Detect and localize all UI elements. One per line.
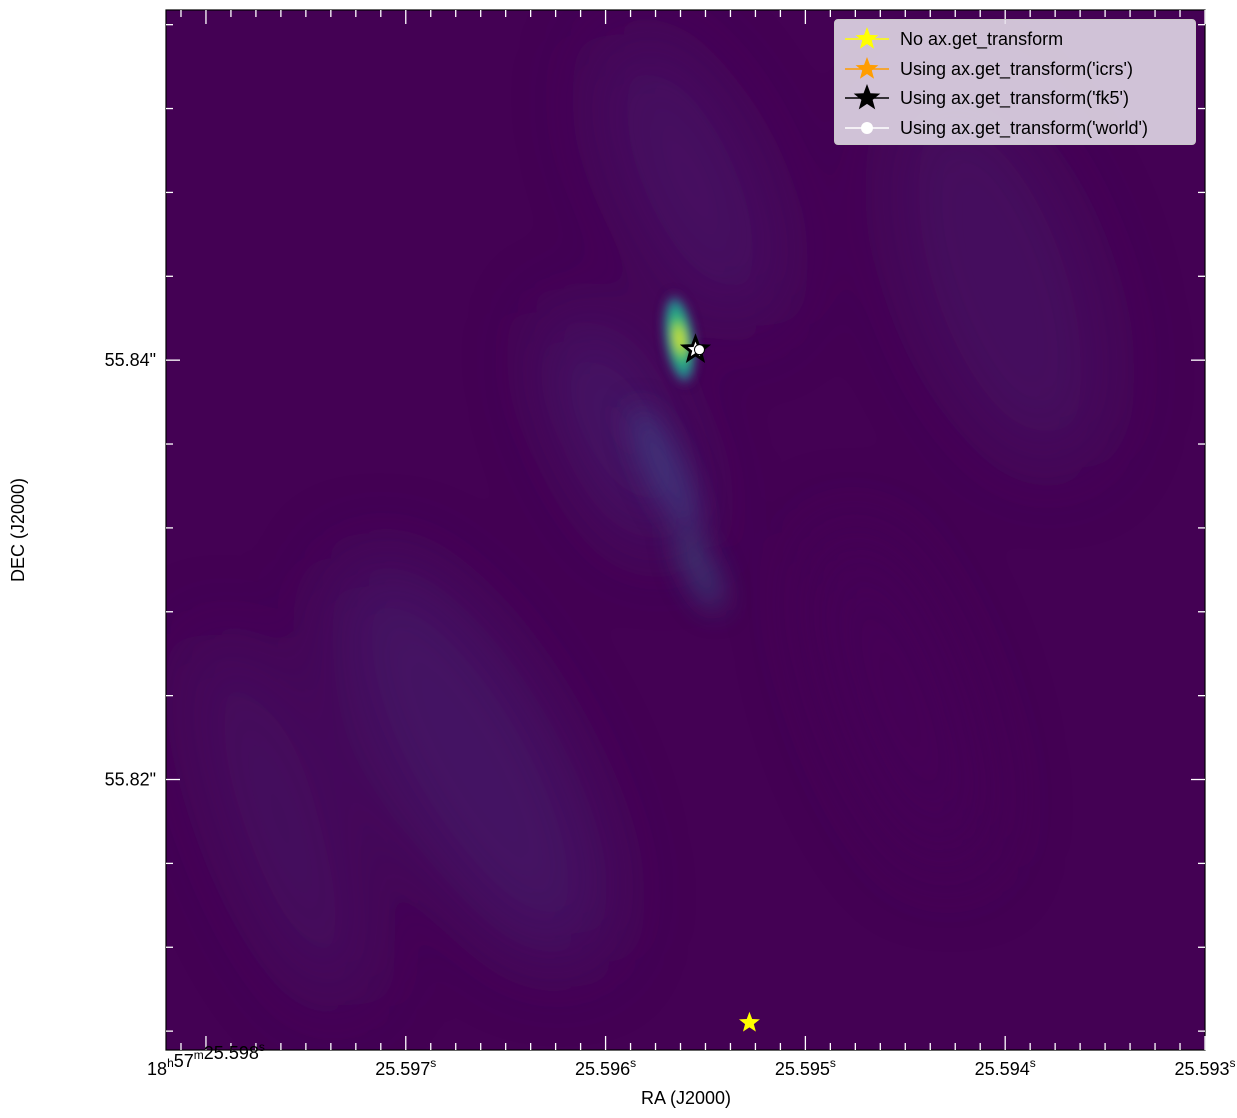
legend-label: Using ax.get_transform('fk5'): [900, 88, 1129, 108]
legend: No ax.get_transform Using ax.get_transfo…: [834, 19, 1196, 145]
plot-frame: [165, 9, 1206, 1051]
black-star-icon: [845, 84, 889, 110]
x-tick-label: 25.594s: [975, 1056, 1036, 1079]
legend-entry-icrs: Using ax.get_transform('icrs'): [835, 54, 1195, 84]
x-tick-label: 18h57m25.598s: [147, 1040, 265, 1079]
x-tick-label: 25.593s: [1174, 1056, 1235, 1079]
x-tick-label: 25.597s: [375, 1056, 436, 1079]
x-tick-label: 25.596s: [575, 1056, 636, 1079]
legend-entry-world: Using ax.get_transform('world'): [835, 113, 1195, 143]
x-axis-title: RA (J2000): [641, 1088, 731, 1108]
markers: [679, 333, 760, 1032]
legend-entry-no-transform: No ax.get_transform: [835, 24, 1195, 54]
image-diffuse-structure: [191, 32, 1109, 1010]
marker-no-transform: [738, 1011, 760, 1032]
axis-ticks: [166, 10, 1206, 1050]
legend-label: No ax.get_transform: [900, 29, 1064, 49]
legend-entry-fk5: Using ax.get_transform('fk5'): [835, 83, 1195, 113]
white-circle-icon: [845, 122, 889, 134]
x-tick-labels: 18h57m25.598s 25.597s 25.596s 25.595s 25.594…: [147, 1040, 1235, 1079]
y-axis-title: DEC (J2000): [8, 478, 28, 582]
y-tick-labels: 16°24'55.86"55.84"55.82": [105, 350, 156, 790]
image-map: [166, 10, 1205, 1050]
legend-label: Using ax.get_transform('world'): [900, 118, 1148, 138]
legend-label: Using ax.get_transform('icrs'): [900, 59, 1133, 79]
image-jet: [631, 406, 723, 612]
yellow-star-icon: [845, 27, 889, 49]
marker-world: [693, 344, 705, 356]
image-core: [662, 291, 697, 387]
y-tick-label: 55.84": [105, 350, 156, 370]
x-tick-label: 25.595s: [775, 1056, 836, 1079]
y-tick-label: 55.82": [105, 770, 156, 790]
orange-star-icon: [845, 57, 889, 79]
